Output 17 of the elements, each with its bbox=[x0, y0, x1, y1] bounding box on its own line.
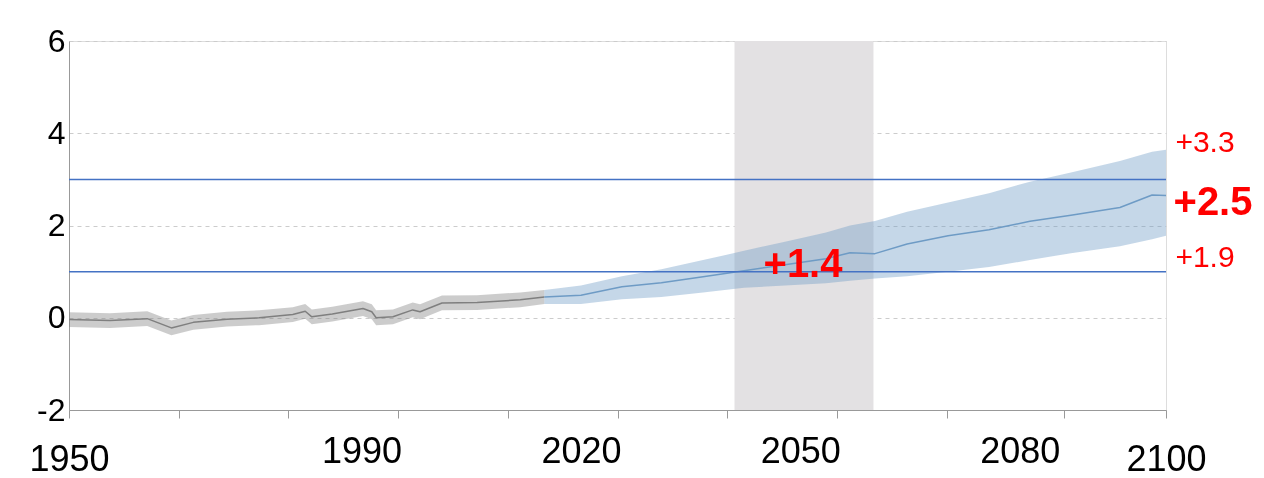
y-tick-label: 6 bbox=[47, 22, 66, 59]
x-tick-label: 1990 bbox=[321, 429, 403, 471]
line-series bbox=[68, 296, 546, 329]
line-series bbox=[543, 194, 1167, 298]
y-tick-label: 4 bbox=[47, 114, 66, 151]
text: +2.5 bbox=[1173, 179, 1253, 223]
x-tick-label: 2020 bbox=[541, 429, 622, 471]
x-tick-label: 2080 bbox=[980, 429, 1061, 471]
x-tick-label: 2100 bbox=[1126, 437, 1207, 478]
annotation: +1.4 bbox=[763, 241, 844, 285]
x-tick-label: 1950 bbox=[29, 437, 110, 478]
text: +3.3 bbox=[1175, 125, 1235, 158]
y-tick-label: 0 bbox=[47, 299, 66, 336]
y-tick-label: -2 bbox=[37, 391, 66, 428]
x-tick-label: 2050 bbox=[760, 429, 841, 471]
text: +1.9 bbox=[1175, 240, 1235, 273]
y-tick-label: 2 bbox=[47, 207, 66, 243]
